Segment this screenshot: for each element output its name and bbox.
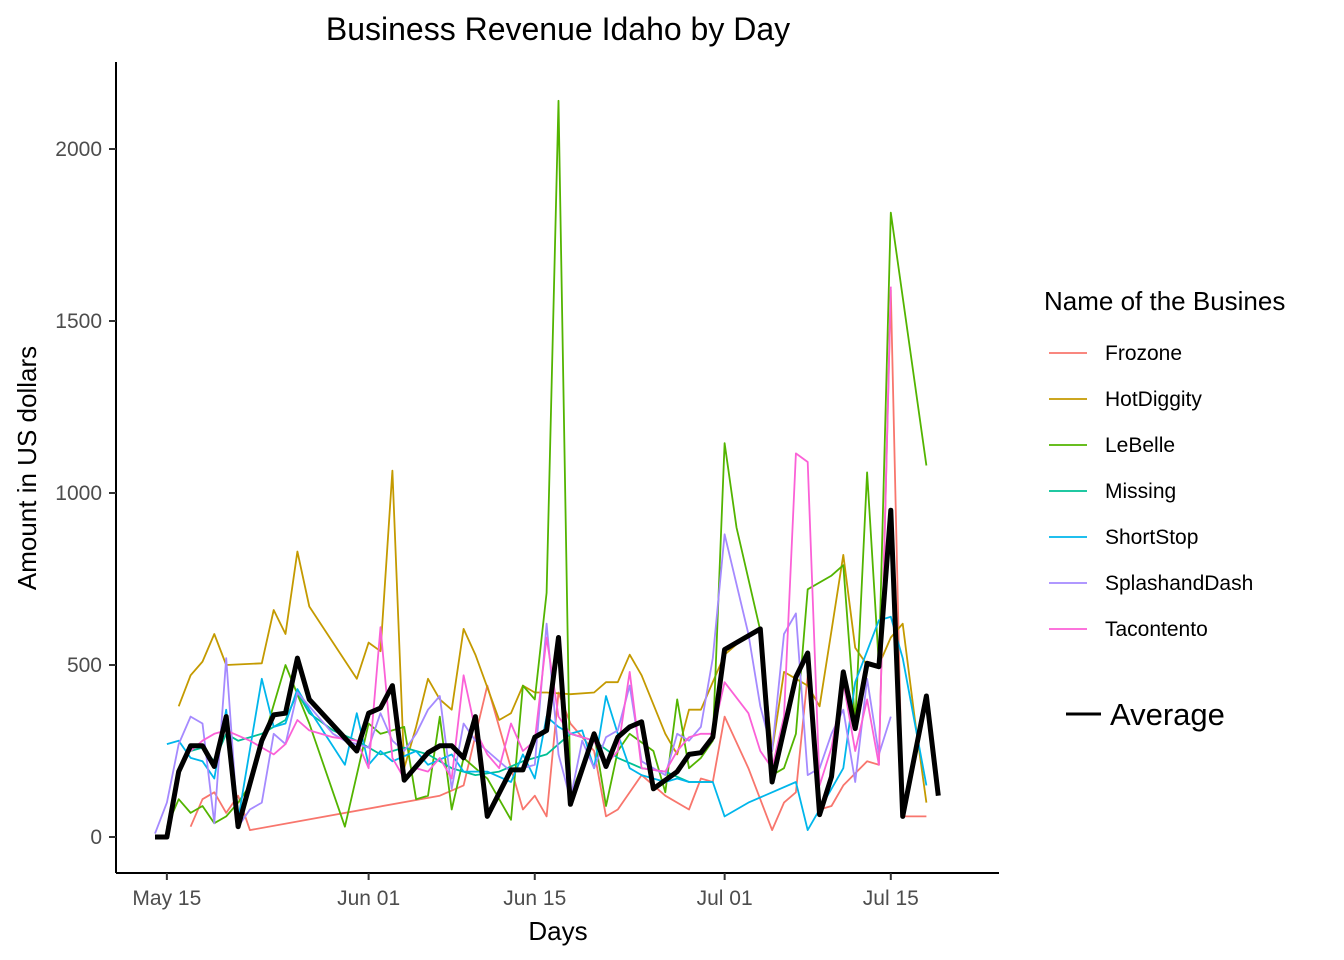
legend-label-splashanddash: SplashandDash [1105, 572, 1253, 595]
x-tick-label: Jun 15 [503, 887, 566, 910]
chart-title: Business Revenue Idaho by Day [326, 11, 790, 47]
x-tick-label: May 15 [132, 887, 201, 910]
legend-label-shortstop: ShortStop [1105, 526, 1198, 549]
x-axis-ticks: May 15 Jun 01 Jun 15 Jul 01 Jul 15 [132, 873, 919, 910]
legend-label-tacontento: Tacontento [1105, 618, 1208, 641]
legend: Name of the Busines Frozone HotDiggity LeB… [1044, 286, 1285, 732]
legend-label-hotdiggity: HotDiggity [1105, 388, 1202, 411]
legend-label-frozone: Frozone [1105, 342, 1182, 365]
y-tick-label: 0 [90, 826, 102, 849]
legend-label-missing: Missing [1105, 480, 1176, 503]
legend-items: Frozone HotDiggity LeBelle Missing ShortStop… [1049, 342, 1253, 641]
y-tick-label: 1000 [55, 482, 102, 505]
legend-label-lebelle: LeBelle [1105, 434, 1175, 457]
y-tick-label: 1500 [55, 310, 102, 333]
x-axis-label: Days [528, 916, 587, 946]
y-axis-ticks: 0 500 1000 1500 2000 [55, 138, 116, 849]
x-tick-label: Jul 01 [697, 887, 753, 910]
series-line-shortstop [166, 615, 928, 831]
legend-label-average: Average [1110, 697, 1225, 732]
y-tick-label: 500 [67, 654, 102, 677]
plot-panel: 0 500 1000 1500 2000 May 15 Jun 01 Jun 15 Jul 0… [55, 62, 999, 910]
x-tick-label: Jul 15 [863, 887, 919, 910]
average-layer [155, 507, 941, 840]
y-axis-label: Amount in US dollars [12, 346, 42, 590]
x-tick-label: Jun 01 [337, 887, 400, 910]
y-tick-label: 2000 [55, 138, 102, 161]
series-line-average [155, 507, 941, 840]
series-line-hotdiggity [177, 469, 928, 803]
legend-title: Name of the Busines [1044, 286, 1285, 316]
series-line-tacontento [190, 286, 892, 787]
